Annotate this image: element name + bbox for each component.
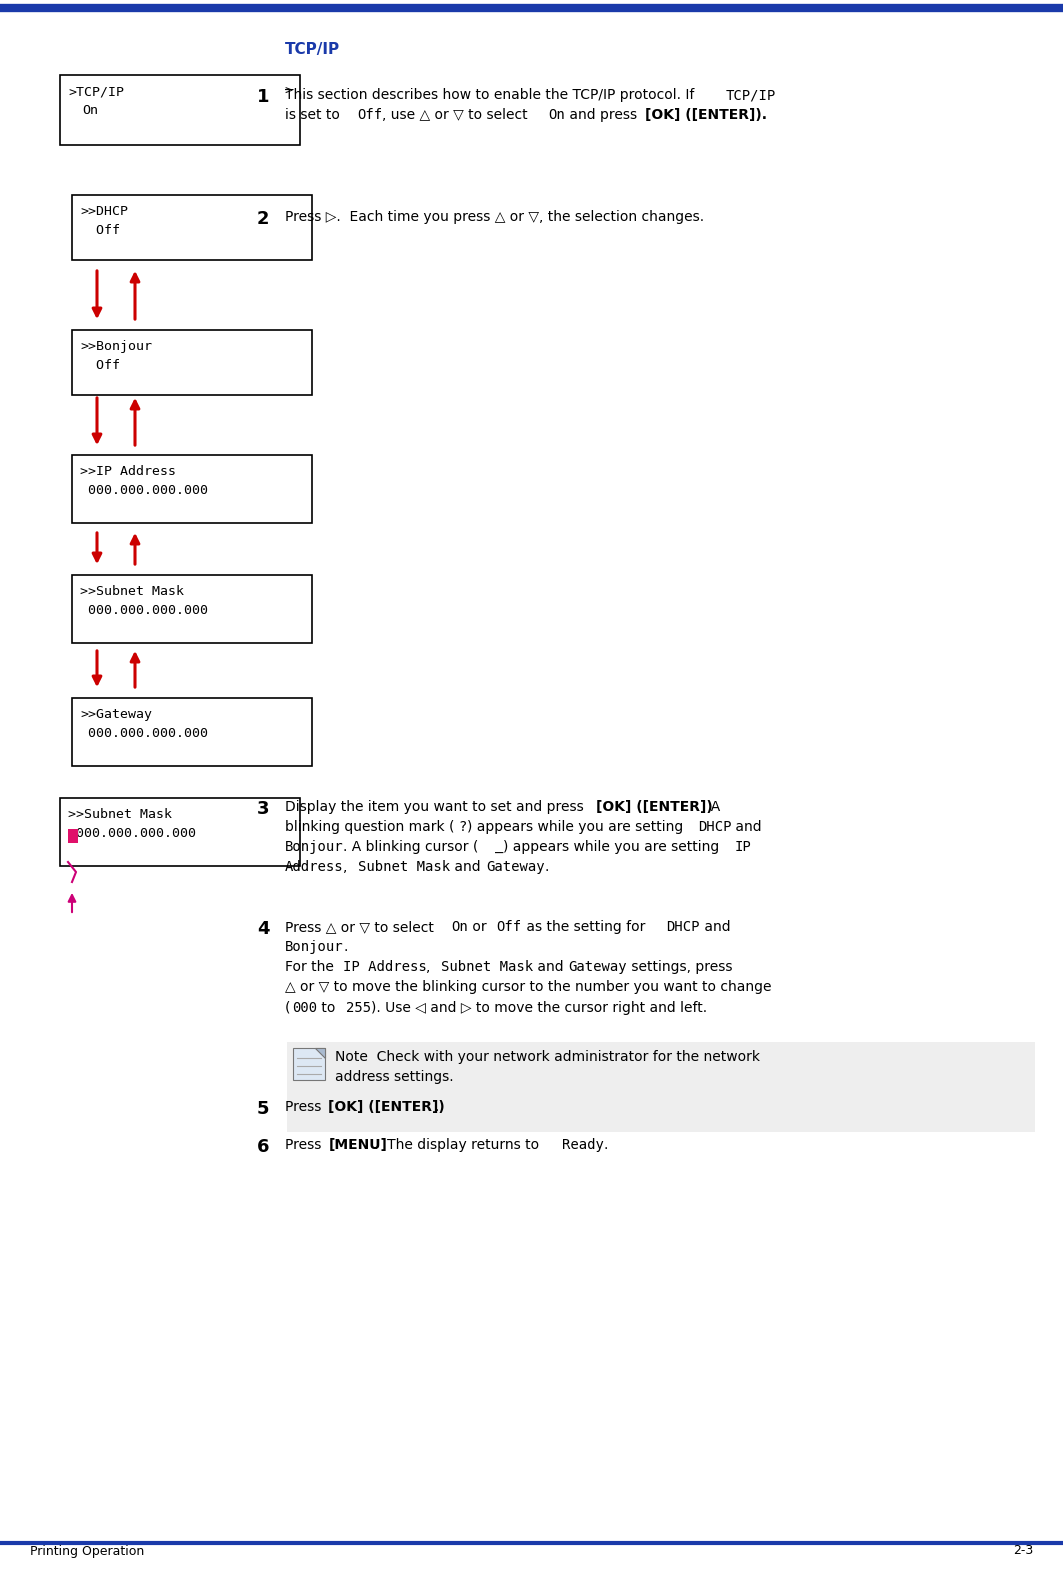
Bar — [68, 829, 78, 844]
Text: TCP/IP: TCP/IP — [726, 88, 776, 102]
Text: Bonjour: Bonjour — [285, 840, 343, 855]
Text: Subnet Mask: Subnet Mask — [441, 960, 533, 974]
Text: >>Gateway: >>Gateway — [80, 709, 152, 721]
Bar — [60, 798, 300, 866]
Text: >TCP/IP: >TCP/IP — [68, 85, 124, 97]
Text: 000.000.000.000: 000.000.000.000 — [80, 603, 208, 617]
Text: ,: , — [343, 861, 352, 875]
Text: Off: Off — [80, 360, 120, 372]
Text: ) appears while you are setting: ) appears while you are setting — [467, 820, 688, 834]
Text: Address: Address — [285, 861, 343, 875]
Text: 000.000.000.000: 000.000.000.000 — [80, 484, 208, 496]
Bar — [60, 75, 300, 145]
Text: , use △ or ▽ to select: , use △ or ▽ to select — [383, 108, 533, 123]
Text: 2: 2 — [257, 211, 270, 228]
Text: _: _ — [495, 840, 504, 855]
Bar — [72, 195, 313, 259]
Text: or: or — [468, 921, 491, 935]
FancyBboxPatch shape — [293, 1048, 325, 1079]
Text: >>IP Address: >>IP Address — [80, 465, 176, 478]
Text: 000: 000 — [292, 1001, 318, 1015]
Bar — [287, 1042, 1035, 1133]
Text: [OK] ([ENTER]).: [OK] ([ENTER]). — [644, 108, 766, 123]
Text: Display the item you want to set and press: Display the item you want to set and pre… — [285, 800, 588, 814]
Text: >>DHCP: >>DHCP — [80, 204, 128, 218]
Text: Subnet Mask: Subnet Mask — [358, 861, 450, 875]
Text: ) appears while you are setting: ) appears while you are setting — [504, 840, 724, 855]
Text: . A: . A — [702, 800, 720, 814]
Text: 2-3: 2-3 — [1013, 1544, 1033, 1557]
Text: >>Subnet Mask: >>Subnet Mask — [68, 807, 172, 822]
Text: .  The display returns to: . The display returns to — [374, 1137, 543, 1152]
Text: is set to: is set to — [285, 108, 344, 123]
Text: Off: Off — [357, 108, 383, 123]
Text: DHCP: DHCP — [697, 820, 731, 834]
Text: (: ( — [285, 1001, 290, 1015]
Text: >>Bonjour: >>Bonjour — [80, 339, 152, 353]
Text: Gateway: Gateway — [569, 960, 627, 974]
Polygon shape — [315, 1048, 325, 1057]
Text: ?: ? — [458, 820, 467, 834]
Text: TCP/IP: TCP/IP — [285, 42, 340, 57]
Text: On: On — [451, 921, 468, 935]
Text: Off: Off — [496, 921, 522, 935]
Text: .: . — [343, 939, 348, 954]
Text: Off: Off — [80, 225, 120, 237]
Text: On: On — [82, 104, 98, 116]
Bar — [72, 575, 313, 643]
Text: .: . — [604, 1137, 608, 1152]
Text: Note  Check with your network administrator for the network
address settings.: Note Check with your network administrat… — [335, 1049, 760, 1084]
Text: 3: 3 — [257, 800, 270, 818]
Text: >: > — [284, 85, 292, 97]
Bar — [72, 330, 313, 394]
Text: IP: IP — [735, 840, 752, 855]
Text: IP Address: IP Address — [342, 960, 426, 974]
Text: and: and — [699, 921, 730, 935]
Text: △ or ▽ to move the blinking cursor to the number you want to change: △ or ▽ to move the blinking cursor to th… — [285, 980, 772, 994]
Text: 255: 255 — [347, 1001, 371, 1015]
Text: [OK] ([ENTER]): [OK] ([ENTER]) — [595, 800, 712, 814]
Text: blinking question mark (: blinking question mark ( — [285, 820, 455, 834]
Text: to: to — [317, 1001, 340, 1015]
Text: 5: 5 — [257, 1100, 270, 1119]
Text: Gateway: Gateway — [486, 861, 544, 875]
Text: [OK] ([ENTER]): [OK] ([ENTER]) — [328, 1100, 445, 1114]
Bar — [72, 456, 313, 523]
Text: Press ▷.  Each time you press △ or ▽, the selection changes.: Press ▷. Each time you press △ or ▽, the… — [285, 211, 704, 225]
Text: ,: , — [426, 960, 435, 974]
Text: >>Subnet Mask: >>Subnet Mask — [80, 584, 184, 599]
Text: and: and — [450, 861, 485, 875]
Text: This section describes how to enable the TCP/IP protocol. If: This section describes how to enable the… — [285, 88, 698, 102]
Text: 4: 4 — [257, 921, 270, 938]
Bar — [72, 698, 313, 767]
Text: and press: and press — [566, 108, 642, 123]
Text: 000.000.000.000: 000.000.000.000 — [80, 727, 208, 740]
Text: Bonjour: Bonjour — [285, 939, 343, 954]
Text: 000.000.000.000: 000.000.000.000 — [68, 826, 196, 840]
Text: On: On — [549, 108, 566, 123]
Text: Press: Press — [285, 1137, 325, 1152]
Text: . A blinking cursor (: . A blinking cursor ( — [343, 840, 478, 855]
Text: [MENU]: [MENU] — [328, 1137, 387, 1152]
Text: For the: For the — [285, 960, 338, 974]
Text: ). Use ◁ and ▷ to move the cursor right and left.: ). Use ◁ and ▷ to move the cursor right … — [371, 1001, 707, 1015]
Text: .: . — [544, 861, 549, 875]
Text: and: and — [731, 820, 762, 834]
Text: Ready: Ready — [561, 1137, 604, 1152]
Text: Press △ or ▽ to select: Press △ or ▽ to select — [285, 921, 438, 935]
Text: and: and — [533, 960, 568, 974]
Text: settings, press: settings, press — [627, 960, 732, 974]
Text: 1: 1 — [257, 88, 270, 105]
Text: Press: Press — [285, 1100, 325, 1114]
Text: as the setting for: as the setting for — [522, 921, 649, 935]
Text: Printing Operation: Printing Operation — [30, 1544, 145, 1557]
Text: 6: 6 — [257, 1137, 270, 1156]
Text: DHCP: DHCP — [667, 921, 699, 935]
Text: .: . — [435, 1100, 439, 1114]
